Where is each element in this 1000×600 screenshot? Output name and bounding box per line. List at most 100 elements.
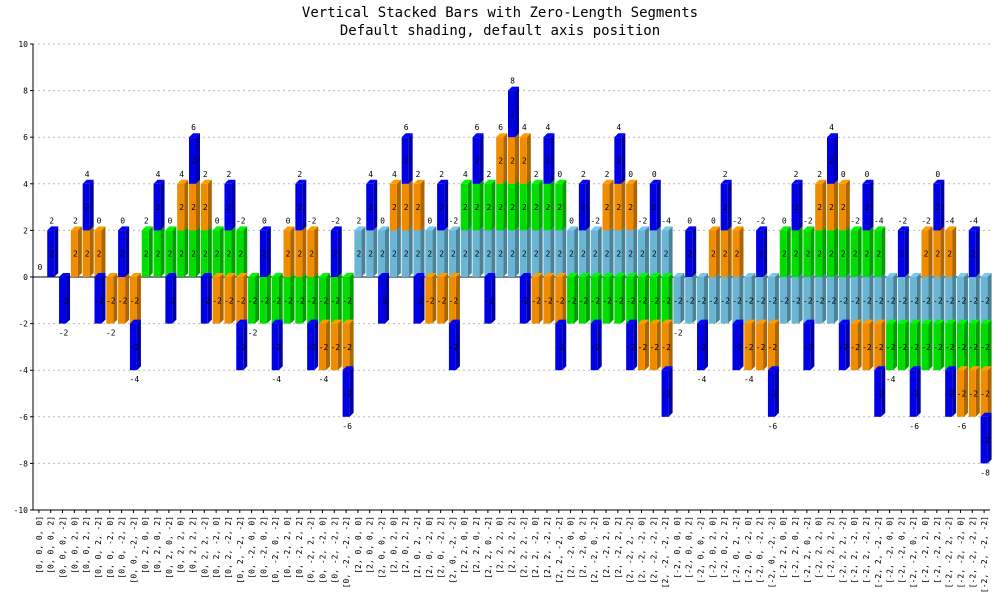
stack-total-label: 0 xyxy=(557,170,562,179)
bar-segment xyxy=(460,230,468,277)
bar-segment-top xyxy=(47,226,59,231)
segment-value-label: -2 xyxy=(909,296,919,305)
segment-value-label: -2 xyxy=(768,296,778,305)
bar-segment-top xyxy=(236,319,248,324)
segment-value-label: -2 xyxy=(661,343,671,352)
bar-segment-top xyxy=(756,319,768,324)
bar-segment xyxy=(968,230,976,277)
bar-segment-side xyxy=(184,226,189,277)
segment-value-label: -2 xyxy=(519,296,529,305)
bar-segment-side xyxy=(739,226,744,277)
segment-value-label: 2 xyxy=(546,250,551,259)
bar-segment-top xyxy=(555,273,567,277)
segment-value-label: -2 xyxy=(614,296,624,305)
bar-segment-side xyxy=(396,179,401,231)
segment-value-label: -2 xyxy=(768,343,778,352)
bar-segment xyxy=(732,277,740,324)
segment-value-label: -2 xyxy=(330,296,340,305)
stack-total-label: 2 xyxy=(356,216,361,225)
bar-segment-side xyxy=(869,179,874,231)
segment-value-label: 2 xyxy=(546,203,551,212)
bar-segment-top xyxy=(637,319,649,324)
bar-segment xyxy=(508,183,515,231)
segment-value-label: 2 xyxy=(640,250,645,259)
bar-segment xyxy=(94,277,102,324)
bar-segment xyxy=(437,230,445,277)
bar-segment-top xyxy=(838,179,850,184)
segment-value-label: 2 xyxy=(581,250,586,259)
segment-value-label: 2 xyxy=(475,250,480,259)
bar-segment-top xyxy=(425,273,437,277)
bar-segment xyxy=(921,277,929,324)
segment-value-label: -2 xyxy=(319,296,329,305)
bar-segment-side xyxy=(196,226,200,277)
x-tick-label: [0, 0, 2, 0] xyxy=(70,516,79,574)
bar-segment-top xyxy=(897,319,909,324)
stack-total-label: -4 xyxy=(130,375,140,384)
bar-segment xyxy=(614,277,622,324)
bar-segment-top xyxy=(153,179,165,184)
bar-segment xyxy=(496,137,504,184)
segment-value-label: -2 xyxy=(425,296,435,305)
bar-segment xyxy=(815,183,823,231)
bar-segment-side xyxy=(668,226,673,277)
segment-value-label: -2 xyxy=(815,296,825,305)
bar-segment-top xyxy=(945,319,957,324)
segment-value-label: 2 xyxy=(144,250,149,259)
bar-segment-side xyxy=(385,273,390,324)
x-tick-label: [2, 2, 0, 0] xyxy=(460,516,469,574)
bar-segment-side xyxy=(396,226,401,277)
segment-value-label: -2 xyxy=(449,296,459,305)
bar-segment-side xyxy=(656,273,661,324)
bar-segment-side xyxy=(455,319,460,371)
segment-value-label: -2 xyxy=(921,343,931,352)
bar-segment-side xyxy=(160,226,165,277)
segment-value-label: 2 xyxy=(368,203,373,212)
x-tick-label: [0, -2, 0, -2] xyxy=(271,516,280,583)
bar-segment-side xyxy=(881,273,886,324)
bar-segment-top xyxy=(177,179,189,184)
bar-segment-side xyxy=(314,319,319,371)
stack-total-label: 4 xyxy=(829,123,834,132)
x-tick-label: [2, 2, -2, 0] xyxy=(531,516,540,579)
bar-segment-side xyxy=(255,273,260,324)
bar-segment-top xyxy=(543,133,555,138)
bar-segment-side xyxy=(491,273,496,324)
bar-segment xyxy=(779,230,787,277)
x-tick-label: [0, -2, 2, -2] xyxy=(307,516,316,583)
bar-segment xyxy=(165,230,173,277)
stack-total-label: -2 xyxy=(638,216,648,225)
bar-segment xyxy=(614,230,622,277)
bar-segment-top xyxy=(661,273,673,277)
stack-total-label: 0 xyxy=(711,216,716,225)
segment-value-label: -2 xyxy=(756,343,766,352)
segment-value-label: -2 xyxy=(555,343,565,352)
segment-value-label: -2 xyxy=(957,343,967,352)
bar-segment-top xyxy=(945,226,957,231)
bar-segment-top xyxy=(496,133,508,138)
bar-segment-side xyxy=(444,226,449,277)
bar-segment-side xyxy=(455,273,460,324)
segment-value-label: -2 xyxy=(874,390,884,399)
segment-value-label: 2 xyxy=(333,250,338,259)
bar-segment-top xyxy=(614,273,626,277)
bar-segment xyxy=(980,277,988,324)
segment-value-label: -2 xyxy=(543,296,553,305)
bar-segment xyxy=(850,323,858,371)
bar-segment-side xyxy=(987,319,992,371)
bar-segment xyxy=(153,183,161,231)
bar-segment xyxy=(236,323,244,371)
segment-value-label: -2 xyxy=(850,296,860,305)
bar-segment xyxy=(980,323,988,371)
stack-total-label: -4 xyxy=(319,375,329,384)
bar-segment-side xyxy=(562,179,567,231)
stack-total-label: 2 xyxy=(581,170,586,179)
bar-segment-side xyxy=(881,366,886,417)
bar-segment-side xyxy=(184,179,189,231)
bar-segment xyxy=(460,183,468,231)
bar-segment-side xyxy=(656,319,661,371)
bar-segment xyxy=(980,416,988,464)
bar-segment xyxy=(756,323,764,371)
bar-segment-top xyxy=(791,179,803,184)
segment-value-label: 2 xyxy=(85,203,90,212)
